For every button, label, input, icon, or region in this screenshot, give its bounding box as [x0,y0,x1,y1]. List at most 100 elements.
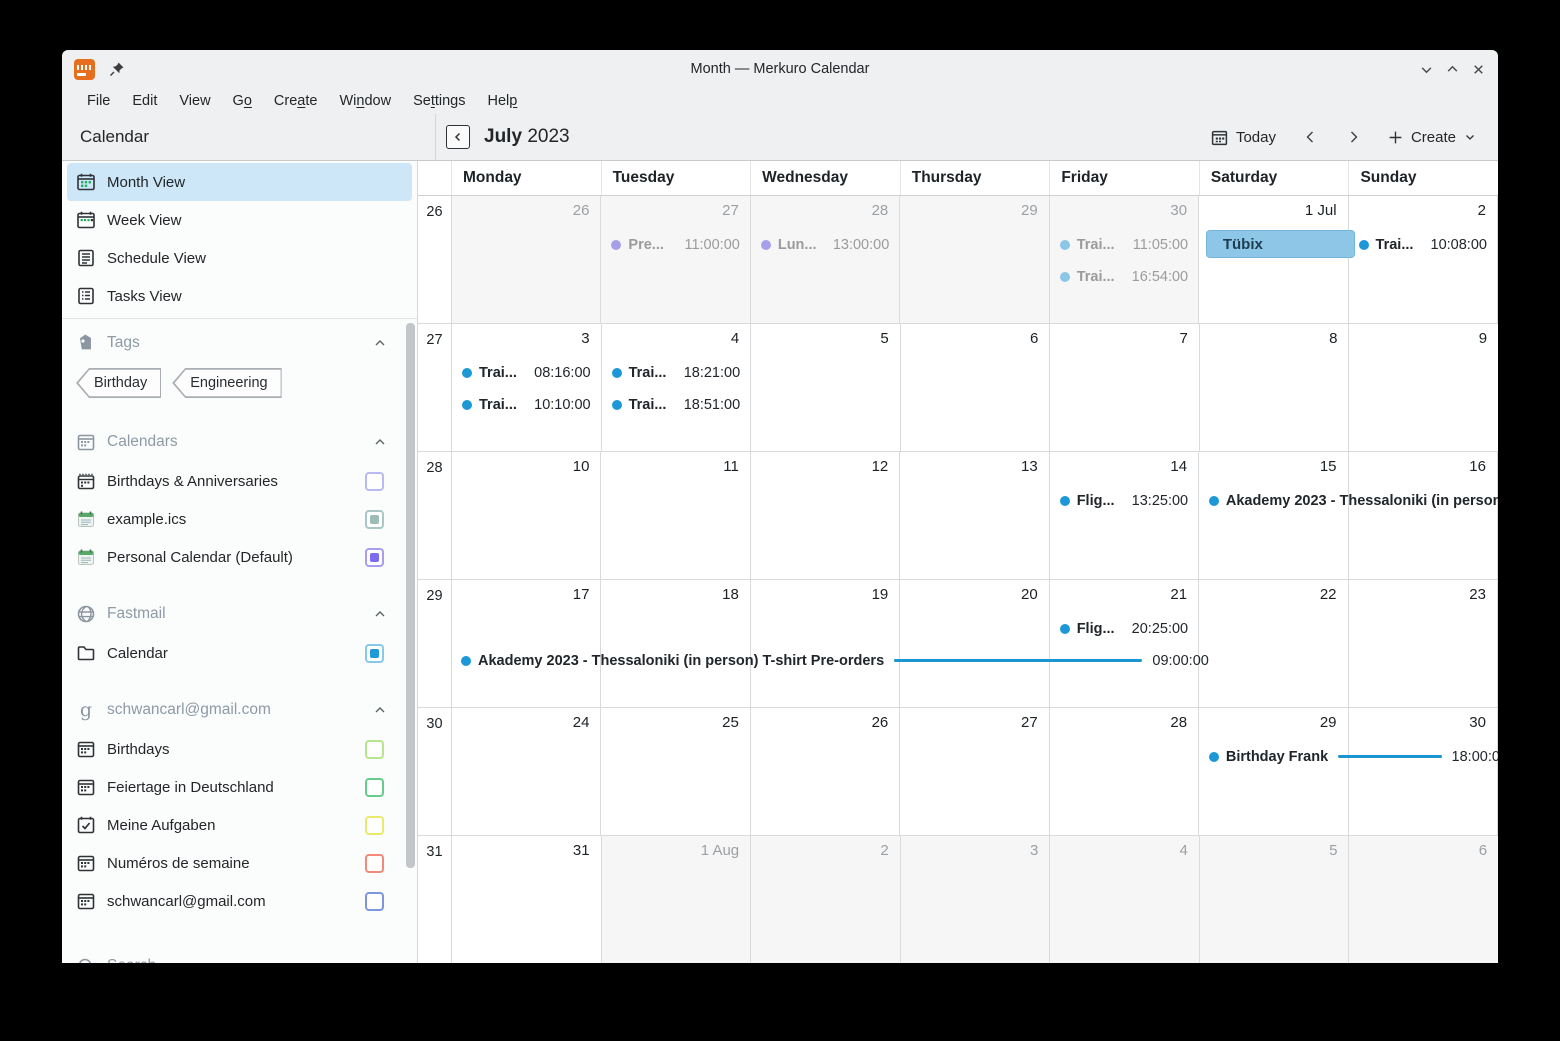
calendar-checkbox[interactable] [365,777,384,797]
day-cell-28[interactable]: 28 [1049,708,1200,836]
multiday-event[interactable]: Akademy 2023 - Thessaloniki (in person) [1199,489,1498,512]
section-header-calendars[interactable]: Calendars [62,422,417,462]
day-cell-15[interactable]: 15 [1199,452,1349,580]
tag-chip-engineering[interactable]: Engineering [172,368,282,398]
day-cell-19[interactable]: 19 [750,580,901,708]
day-cell-18[interactable]: 18 [601,580,751,708]
day-cell-26[interactable]: 26 [750,708,901,836]
day-cell-27[interactable]: 27 [900,708,1050,836]
chevron-up-icon[interactable] [373,435,387,449]
calendar-item-meine-aufgaben[interactable]: Meine Aufgaben [62,806,417,844]
event[interactable]: Trai... 18:21:00 [611,361,740,384]
calendar-checkbox[interactable] [365,643,384,663]
day-cell-7[interactable]: 7 [1050,324,1200,452]
event[interactable]: Lun... 13:00:00 [760,233,889,256]
event[interactable]: Trai... 10:10:00 [462,393,591,416]
event[interactable]: Trai... 10:08:00 [1358,233,1487,256]
day-cell-27[interactable]: 27 Pre... 11:00:00 [601,196,751,324]
previous-month-button[interactable] [1292,124,1328,150]
menu-view[interactable]: View [179,93,211,109]
day-cell-14[interactable]: 14 Flig... 13:25:00 [1049,452,1200,580]
menu-window[interactable]: Window [339,93,392,109]
day-cell-30[interactable]: 30 [1348,708,1498,836]
calendar-item-feiertage-in-deutschland[interactable]: Feiertage in Deutschland [62,768,417,806]
chevron-up-icon[interactable] [373,959,387,963]
multiday-event[interactable]: Akademy 2023 - Thessaloniki (in person) … [451,649,1221,672]
sidebar-item-search[interactable]: Search [62,946,417,963]
calendar-item-schwancarl-gmail-com[interactable]: schwancarl@gmail.com [62,882,417,920]
event[interactable]: Flig... 20:25:00 [1059,617,1188,640]
day-cell-3[interactable]: 3 Trai... 08:16:00 Trai... 10:10:00 [452,324,602,452]
create-button[interactable]: Create [1380,123,1484,152]
event[interactable]: Flig... 13:25:00 [1059,489,1188,512]
day-cell-29[interactable]: 29 [1199,708,1349,836]
close-button[interactable] [1470,61,1486,77]
calendar-checkbox[interactable] [365,547,384,567]
day-cell-10[interactable]: 10 [452,452,602,580]
calendar-checkbox[interactable] [365,739,384,759]
day-cell-11[interactable]: 11 [601,452,751,580]
day-cell-6[interactable]: 6 [900,324,1051,452]
day-cell-30[interactable]: 30 Trai... 11:05:00 Trai... 16:54:00 [1049,196,1200,324]
day-cell-5[interactable]: 5 [1199,836,1350,963]
sidebar-item-schedule-view[interactable]: Schedule View [67,239,412,277]
day-cell-2[interactable]: 2 Trai... 10:08:00 [1348,196,1498,324]
sidebar-scrollbar[interactable] [406,323,415,868]
day-cell-16[interactable]: 16 [1348,452,1498,580]
sidebar-item-week-view[interactable]: Week View [67,201,412,239]
day-cell-13[interactable]: 13 [900,452,1050,580]
day-cell-5[interactable]: 5 [751,324,901,452]
day-cell-28[interactable]: 28 Lun... 13:00:00 [750,196,901,324]
sidebar-item-month-view[interactable]: Month View [67,163,412,201]
day-cell-29[interactable]: 29 [900,196,1050,324]
event[interactable]: Trai... 18:51:00 [611,393,740,416]
calendar-checkbox[interactable] [365,509,384,529]
day-cell-23[interactable]: 23 [1348,580,1498,708]
day-cell-4[interactable]: 4 Trai... 18:21:00 Trai... 18:51:00 [601,324,752,452]
menu-create[interactable]: Create [273,93,318,109]
day-cell-1-aug[interactable]: 1 Aug [601,836,752,963]
day-cell-3[interactable]: 3 [900,836,1051,963]
day-cell-2[interactable]: 2 [751,836,901,963]
menu-settings[interactable]: Settings [413,93,466,109]
maximize-button[interactable] [1444,61,1460,77]
calendar-checkbox[interactable] [365,815,384,835]
calendar-checkbox[interactable] [365,853,384,873]
section-header-schwancarl-gmail-com[interactable]: g schwancarl@gmail.com [62,690,417,730]
day-cell-1-jul[interactable]: 1 Jul [1199,196,1349,324]
event[interactable]: Pre... 11:00:00 [611,233,740,256]
calendar-item-example-ics[interactable]: example.ics [62,500,417,538]
sidebar-item-tasks-view[interactable]: Tasks View [67,277,412,315]
calendar-checkbox[interactable] [365,471,384,491]
menu-file[interactable]: File [87,93,111,109]
menu-edit[interactable]: Edit [132,93,158,109]
chevron-up-icon[interactable] [373,703,387,717]
event[interactable]: Trai... 16:54:00 [1059,265,1188,288]
day-cell-17[interactable]: 17 [452,580,602,708]
minimize-button[interactable] [1418,61,1434,77]
calendar-item-birthdays-anniversaries[interactable]: Birthdays & Anniversaries [62,462,417,500]
day-cell-22[interactable]: 22 [1199,580,1349,708]
calendar-item-personal-calendar-default-[interactable]: Personal Calendar (Default) [62,538,417,576]
calendar-checkbox[interactable] [365,891,384,911]
calendar-item-num-ros-de-semaine[interactable]: Numéros de semaine [62,844,417,882]
allday-event[interactable]: Tübix [1199,230,1363,258]
next-month-button[interactable] [1336,124,1372,150]
event[interactable]: Trai... 08:16:00 [462,361,591,384]
day-cell-25[interactable]: 25 [601,708,751,836]
day-cell-6[interactable]: 6 [1349,836,1498,963]
menu-help[interactable]: Help [487,93,518,109]
section-header-fastmail[interactable]: Fastmail [62,594,417,634]
day-cell-21[interactable]: 21 Flig... 20:25:00 [1049,580,1200,708]
chevron-up-icon[interactable] [373,336,387,350]
event[interactable]: Trai... 11:05:00 [1059,233,1188,256]
multiday-event[interactable]: Birthday Frank 18:00:00 [1199,745,1498,768]
day-cell-4[interactable]: 4 [1050,836,1200,963]
calendar-item-calendar[interactable]: Calendar [62,634,417,672]
day-cell-20[interactable]: 20 [900,580,1050,708]
day-cell-24[interactable]: 24 [452,708,602,836]
collapse-sidebar-button[interactable] [446,125,470,149]
day-cell-31[interactable]: 31 [452,836,602,963]
menu-go[interactable]: Go [232,93,252,109]
day-cell-9[interactable]: 9 [1349,324,1498,452]
